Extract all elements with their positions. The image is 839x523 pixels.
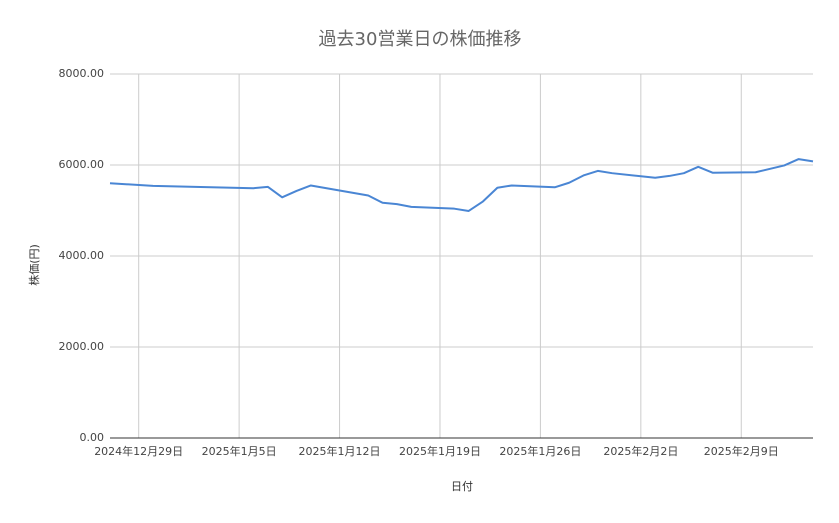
y-tick-label: 2000.00 <box>59 340 105 353</box>
x-tick-label: 2025年1月19日 <box>399 444 481 458</box>
x-tick-label: 2025年2月9日 <box>704 444 779 458</box>
x-tick-label: 2025年1月5日 <box>202 444 277 458</box>
x-axis-label: 日付 <box>451 480 473 493</box>
x-tick-label: 2024年12月29日 <box>94 444 183 458</box>
y-axis-label: 株価(円) <box>27 244 41 286</box>
x-tick-label: 2025年2月2日 <box>603 444 678 458</box>
x-tick-label: 2025年1月12日 <box>299 444 381 458</box>
y-tick-label: 4000.00 <box>59 249 105 262</box>
y-tick-label: 8000.00 <box>59 67 105 80</box>
y-tick-label: 6000.00 <box>59 158 105 171</box>
line-series <box>109 158 814 212</box>
chart-title: 過去30営業日の株価推移 <box>319 29 522 50</box>
y-tick-label: 0.00 <box>80 431 105 444</box>
x-tick-label: 2025年1月26日 <box>499 444 581 458</box>
